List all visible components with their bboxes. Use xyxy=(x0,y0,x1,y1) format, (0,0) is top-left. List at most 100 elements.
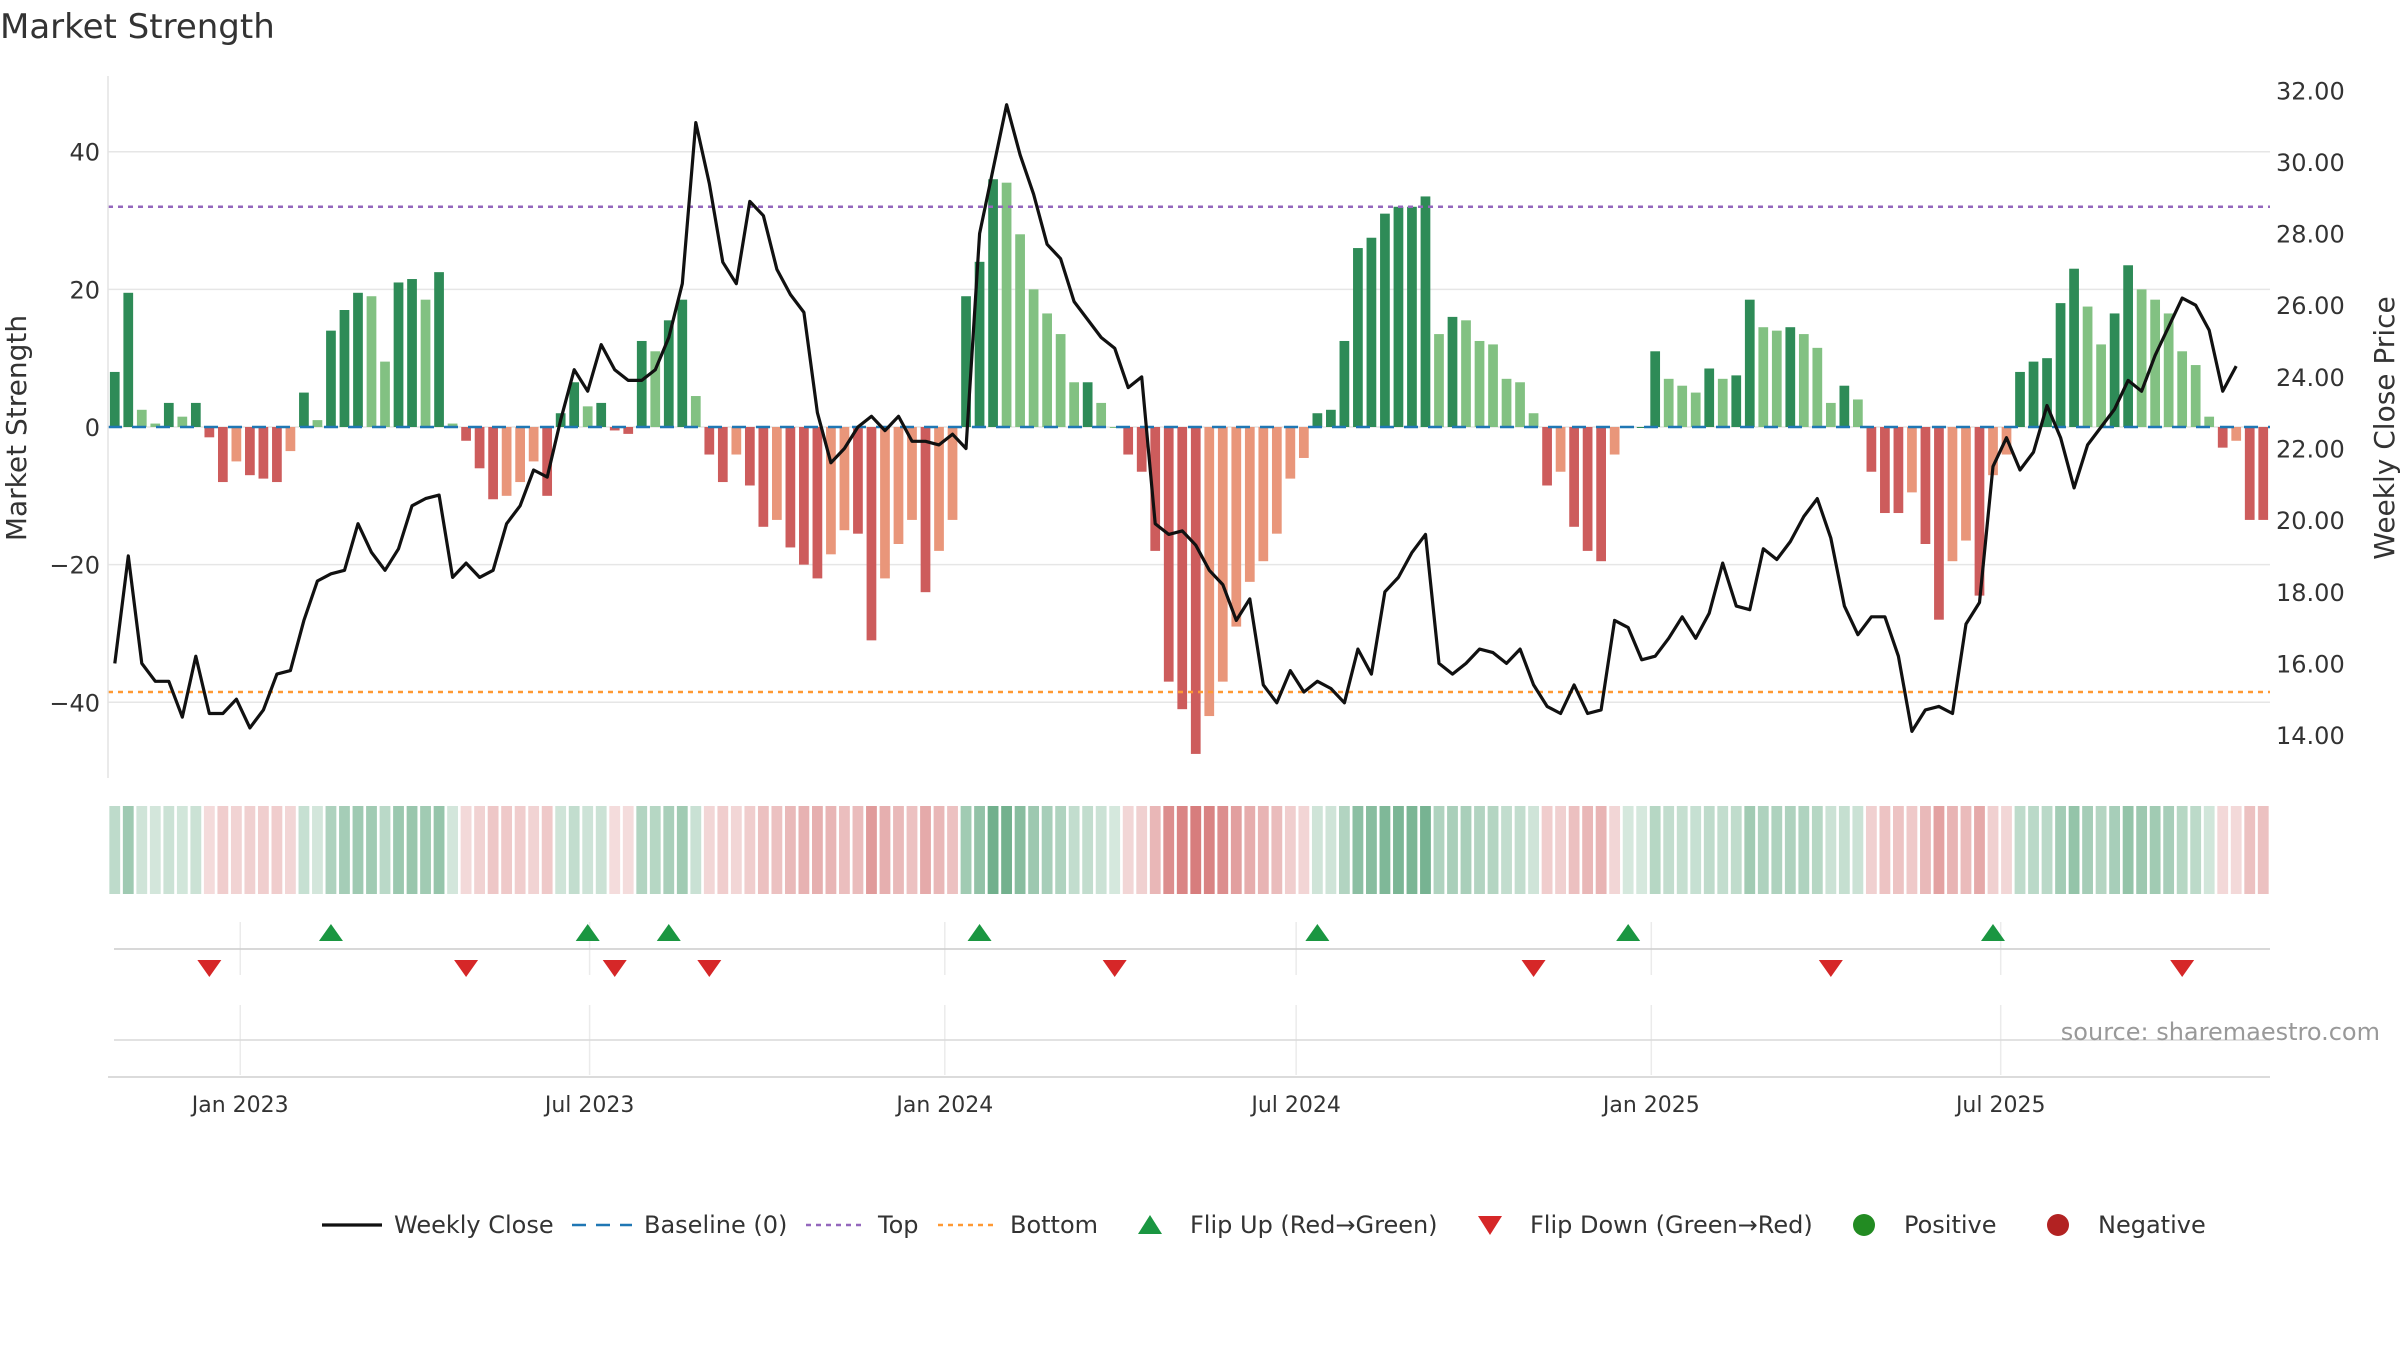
strength-bar xyxy=(1690,392,1701,427)
heat-cell xyxy=(1636,806,1648,894)
strength-bar xyxy=(163,402,174,427)
heat-cell xyxy=(703,806,715,894)
strength-bar xyxy=(190,402,201,427)
flip-down-marker xyxy=(454,960,479,977)
heat-cell xyxy=(1555,806,1566,894)
strength-bar xyxy=(1947,427,1958,562)
heat-cell xyxy=(1757,806,1769,894)
strength-bar xyxy=(2096,344,2106,427)
heat-cell xyxy=(1460,806,1472,894)
heat-cell xyxy=(1528,806,1539,894)
heat-cell xyxy=(1947,806,1958,894)
heat-cell xyxy=(203,806,215,894)
strength-bar xyxy=(1798,334,1809,427)
strength-bar xyxy=(136,409,147,427)
heat-cell xyxy=(2014,806,2026,894)
strength-bar xyxy=(893,427,904,544)
strength-bar xyxy=(1055,334,1066,427)
heat-cell xyxy=(487,806,499,894)
strength-bar xyxy=(2177,351,2188,427)
heat-cell xyxy=(1514,806,1526,894)
heat-cell xyxy=(2082,806,2093,894)
strength-bar xyxy=(1434,334,1444,427)
strength-bar xyxy=(1082,382,1093,427)
strength-bar xyxy=(1001,182,1012,427)
chart-legend: Weekly Close Baseline (0) Top Bottom Flip Up… xyxy=(322,1211,2206,1239)
heat-cell xyxy=(1406,806,1418,894)
strength-bar xyxy=(1285,427,1296,479)
strength-bar xyxy=(2055,303,2066,427)
strength-bar xyxy=(488,427,498,500)
heat-cell xyxy=(1960,806,1972,894)
right-tick-label: 16.00 xyxy=(2276,650,2345,678)
strength-bar xyxy=(1393,206,1404,427)
source-label: source: sharemaestro.com xyxy=(2061,1018,2380,1046)
heat-cell xyxy=(1906,806,1918,894)
strength-bar xyxy=(1974,427,1985,596)
heat-cell xyxy=(1379,806,1391,894)
heat-cell xyxy=(1487,806,1499,894)
heat-cell xyxy=(136,806,148,894)
strength-bar xyxy=(853,427,863,534)
strength-bar xyxy=(272,427,282,483)
heat-cell xyxy=(271,806,283,894)
strength-bar xyxy=(1704,368,1715,427)
strength-bar xyxy=(1326,409,1336,427)
heat-cell xyxy=(447,806,458,894)
strength-bar xyxy=(663,320,674,427)
strength-bar xyxy=(1217,427,1228,682)
heat-cell xyxy=(798,806,810,894)
heat-cell xyxy=(1284,806,1296,894)
strength-bar xyxy=(907,427,917,520)
heat-cell xyxy=(1433,806,1445,894)
legend-label: Negative xyxy=(2098,1211,2206,1239)
strength-bar xyxy=(217,427,228,483)
right-tick-label: 22.00 xyxy=(2276,435,2345,463)
strength-bar xyxy=(177,416,188,427)
strength-bar xyxy=(1515,382,1525,427)
strength-bar xyxy=(1569,427,1579,527)
strength-bar xyxy=(1542,427,1552,486)
strength-bar xyxy=(312,420,323,427)
right-tick-label: 30.00 xyxy=(2276,149,2345,177)
strength-bar xyxy=(1353,248,1363,427)
strength-bar xyxy=(1555,427,1566,472)
heat-cell xyxy=(1568,806,1580,894)
strength-bar xyxy=(353,292,363,427)
strength-bar xyxy=(704,427,715,455)
strength-bar xyxy=(1663,378,1674,427)
reference-lines xyxy=(108,205,2270,694)
heat-cell xyxy=(2149,806,2161,894)
heat-cell xyxy=(393,806,404,894)
heat-cell xyxy=(1176,806,1188,894)
heat-cell xyxy=(676,806,688,894)
strength-bar xyxy=(1163,427,1174,682)
heat-cell xyxy=(1690,806,1702,894)
heat-cell xyxy=(1663,806,1675,894)
heat-cell xyxy=(2068,806,2080,894)
heat-cell xyxy=(1338,806,1350,894)
heat-cell xyxy=(406,806,418,894)
heat-cell xyxy=(2257,806,2269,894)
strength-bar xyxy=(1771,330,1782,427)
heat-cell xyxy=(366,806,377,894)
strength-bar xyxy=(501,427,512,496)
heat-cell xyxy=(420,806,431,894)
heat-cell xyxy=(1095,806,1107,894)
strength-bar xyxy=(839,427,850,531)
strength-bar xyxy=(150,423,161,427)
heat-cell xyxy=(1055,806,1067,894)
heat-cell xyxy=(582,806,594,894)
strength-bar xyxy=(1447,316,1458,427)
strength-bar xyxy=(826,427,836,555)
heat-cell xyxy=(1676,806,1688,894)
heat-cell xyxy=(663,806,675,894)
heat-cell xyxy=(825,806,837,894)
strength-bar xyxy=(947,427,958,520)
flip-up-marker xyxy=(318,924,343,941)
heat-cell xyxy=(690,806,702,894)
heat-cell xyxy=(1852,806,1864,894)
legend-label: Positive xyxy=(1904,1211,1997,1239)
heat-cell xyxy=(2244,806,2256,894)
